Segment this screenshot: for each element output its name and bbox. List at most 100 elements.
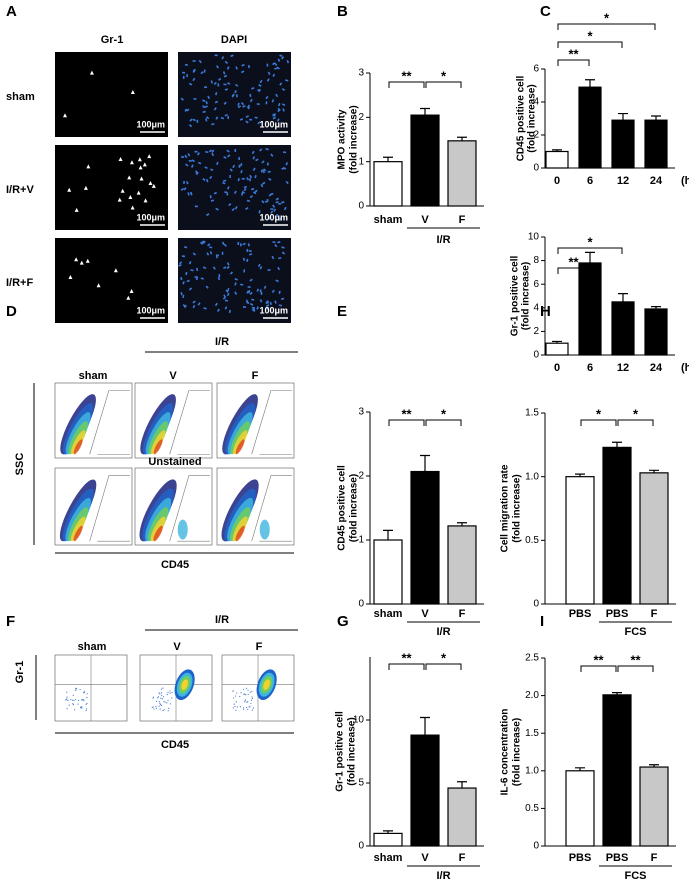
event: [169, 690, 171, 692]
error-bar: [649, 469, 659, 473]
nucleus: [223, 243, 227, 247]
nucleus: [180, 97, 184, 101]
nucleus: [277, 108, 281, 113]
nucleus: [198, 161, 202, 165]
nucleus: [179, 261, 183, 265]
nucleus: [277, 241, 281, 244]
nucleus: [266, 78, 270, 82]
event: [81, 707, 83, 709]
significance-bracket: [617, 665, 654, 672]
event: [151, 706, 153, 709]
nucleus: [267, 71, 271, 75]
nucleus: [220, 116, 225, 120]
nucleus: [255, 158, 259, 162]
nucleus: [205, 116, 210, 120]
y-axis-label: (fold increase): [512, 718, 523, 786]
nucleus: [209, 175, 213, 180]
significance-bracket: [580, 665, 617, 672]
nucleus: [222, 179, 227, 182]
x-tick-label: F: [459, 608, 466, 620]
gate: [169, 475, 210, 542]
scale-bar-label: 100μm: [136, 305, 165, 315]
nucleus: [206, 252, 210, 256]
error-bar: [575, 473, 585, 477]
nucleus: [205, 118, 208, 122]
nucleus: [248, 253, 253, 256]
nucleus: [285, 162, 289, 166]
nucleus: [182, 281, 185, 285]
nucleus: [216, 308, 220, 312]
nucleus: [226, 265, 230, 270]
nucleus: [207, 243, 211, 247]
nucleus: [250, 187, 255, 191]
cell-density: [73, 439, 83, 455]
significance-bracket: [557, 247, 623, 254]
nucleus: [242, 306, 247, 309]
nucleus: [266, 306, 270, 311]
event: [171, 692, 173, 694]
nucleus: [254, 174, 257, 179]
bar: [602, 694, 632, 847]
nucleus: [229, 271, 234, 275]
nucleus: [202, 105, 206, 109]
nucleus: [215, 92, 218, 96]
significance-label: **: [401, 650, 412, 665]
nucleus: [200, 71, 204, 75]
event: [246, 701, 248, 703]
x-tick-label: PBS: [606, 852, 629, 864]
nucleus: [192, 304, 196, 309]
nucleus: [210, 199, 215, 202]
nucleus: [272, 204, 276, 208]
event: [66, 691, 68, 693]
bar: [611, 301, 635, 356]
y-tick-label: 1.0: [525, 765, 539, 776]
bar: [410, 734, 440, 847]
nucleus: [249, 302, 254, 306]
error-bar: [552, 340, 562, 344]
nucleus: [199, 241, 204, 245]
y-tick-label: 10: [353, 715, 365, 726]
gr1-cell: [74, 207, 79, 212]
event: [233, 703, 235, 705]
event: [235, 709, 237, 711]
error-bar: [618, 293, 628, 302]
event: [75, 689, 77, 691]
nucleus: [256, 288, 260, 292]
event: [232, 707, 234, 709]
nucleus: [252, 191, 257, 195]
gr1-cell: [142, 162, 147, 167]
micrograph: [178, 238, 291, 323]
cell-density: [259, 519, 270, 540]
nucleus: [223, 266, 227, 269]
scale-bar-label: 100μm: [259, 119, 288, 129]
event: [72, 704, 75, 706]
y-axis-label: CD45 positive cell: [337, 465, 348, 551]
nucleus: [210, 168, 214, 172]
nucleus: [239, 163, 243, 167]
nucleus: [278, 217, 282, 221]
error-bar: [651, 115, 661, 121]
nucleus: [274, 67, 278, 70]
significance-bracket: [425, 663, 462, 670]
significance-label: **: [630, 652, 641, 667]
nucleus: [234, 206, 238, 210]
gr1-cell: [138, 165, 143, 170]
nucleus: [270, 210, 274, 214]
significance-label: *: [587, 234, 593, 249]
nucleus: [276, 118, 280, 122]
bar: [565, 770, 595, 847]
nucleus: [215, 207, 219, 211]
scale-bar-label: 100μm: [136, 212, 165, 222]
row-label: sham: [6, 91, 35, 103]
gr1-cell: [85, 258, 90, 263]
panel-label: D: [6, 303, 17, 320]
nucleus: [235, 66, 238, 70]
gr1-cell: [89, 70, 94, 75]
nucleus: [274, 244, 278, 248]
event: [247, 693, 249, 696]
nucleus: [185, 163, 189, 167]
x-tick-label: 24: [650, 362, 663, 374]
event: [163, 708, 165, 711]
y-tick-label: 2.5: [525, 653, 539, 664]
event: [159, 708, 161, 710]
